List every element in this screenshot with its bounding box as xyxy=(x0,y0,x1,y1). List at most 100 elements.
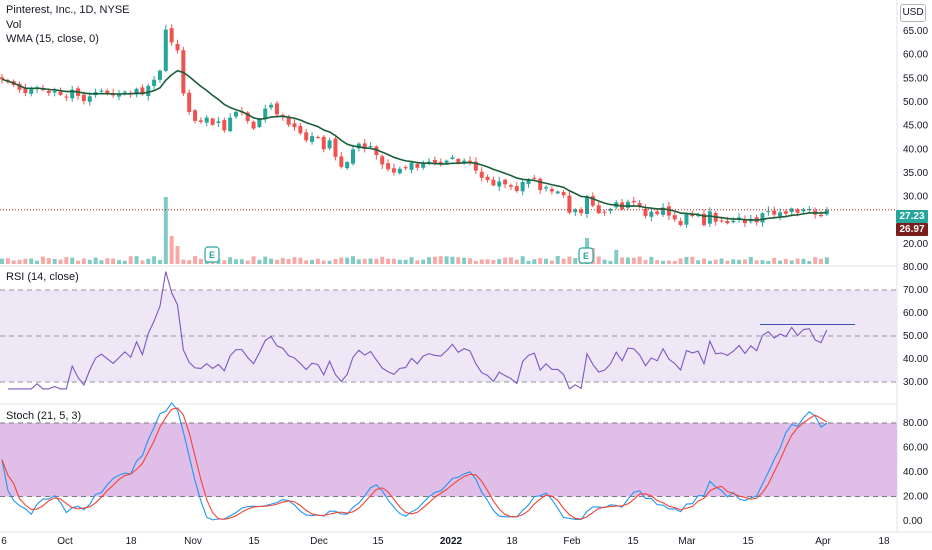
candle-body xyxy=(625,201,630,208)
volume-bar xyxy=(462,257,467,264)
price-axis-tick: 20.00 xyxy=(903,239,928,250)
volume-bar xyxy=(70,257,75,264)
time-axis-tick: 18 xyxy=(506,536,518,547)
candle-body xyxy=(824,209,829,215)
candle-body xyxy=(263,108,268,120)
volume-bar xyxy=(198,258,203,264)
volume-bar xyxy=(251,256,256,264)
volume-bar xyxy=(819,258,823,264)
currency-button[interactable]: USD xyxy=(900,4,926,22)
candle-body xyxy=(415,164,420,168)
rsi-legend: RSI (14, close) xyxy=(6,271,79,283)
candle-body xyxy=(801,209,806,212)
volume-bar xyxy=(5,258,10,264)
candle-body xyxy=(157,70,162,80)
candle-body xyxy=(391,168,396,173)
last-price-tag: 27.23 xyxy=(896,210,928,223)
candle-body xyxy=(362,143,367,149)
rsi-axis-tick: 80.00 xyxy=(903,262,928,273)
volume-bar xyxy=(351,256,355,264)
volume-bar xyxy=(742,259,747,264)
volume-bar xyxy=(35,260,40,264)
candle-body xyxy=(684,214,689,225)
candle-body xyxy=(163,29,168,71)
volume-bar xyxy=(754,260,759,264)
volume-bar xyxy=(561,258,566,264)
candle-body xyxy=(655,211,660,215)
time-axis-tick: 15 xyxy=(742,536,754,547)
volume-bar xyxy=(187,260,192,264)
candle-body xyxy=(403,167,408,169)
volume-bar xyxy=(421,259,426,264)
volume-bar xyxy=(356,259,361,264)
volume-bar xyxy=(608,260,613,264)
volume-bar xyxy=(140,260,145,264)
volume-bar xyxy=(245,260,250,264)
volume-bar xyxy=(122,260,127,264)
volume-bar xyxy=(520,256,525,264)
volume-bar xyxy=(795,258,800,264)
volume-bar xyxy=(725,260,730,264)
volume-bar xyxy=(684,256,689,264)
volume-bar xyxy=(368,258,373,264)
time-axis-tick: 2022 xyxy=(440,536,463,547)
volume-bar xyxy=(274,259,279,264)
candle-body xyxy=(585,196,589,215)
stoch-axis-tick: 40.00 xyxy=(903,467,928,478)
wma-price-tag: 26.97 xyxy=(896,223,928,236)
volume-bar xyxy=(333,258,338,264)
price-axis-tick: 60.00 xyxy=(903,50,928,61)
candle-body xyxy=(117,93,121,97)
stoch-d-line xyxy=(1,407,828,520)
volume-bar xyxy=(280,257,285,264)
candle-body xyxy=(222,120,227,131)
candle-body xyxy=(52,91,57,93)
volume-bar xyxy=(362,258,367,264)
volume-bar xyxy=(813,257,818,264)
stoch-legend: Stoch (21, 5, 3) xyxy=(6,410,82,422)
volume-bar xyxy=(339,257,344,264)
candle-body xyxy=(0,77,4,80)
price-axis-tick: 40.00 xyxy=(903,144,928,155)
volume-bar xyxy=(789,260,794,264)
volume-bar xyxy=(11,260,16,264)
candle-body xyxy=(175,43,180,51)
volume-bar xyxy=(473,260,478,264)
rsi-axis-tick: 50.00 xyxy=(903,331,928,342)
volume-bar xyxy=(479,259,484,264)
candle-body xyxy=(661,207,666,215)
stoch-axis-tick: 60.00 xyxy=(903,443,928,454)
volume-bar xyxy=(315,258,320,264)
volume-bar xyxy=(64,257,69,264)
candle-body xyxy=(169,28,174,43)
candle-body xyxy=(251,121,256,129)
volume-bar xyxy=(234,259,238,264)
candle-body xyxy=(122,91,127,93)
volume-bar xyxy=(807,260,812,264)
rsi-axis-tick: 60.00 xyxy=(903,308,928,319)
volume-bar xyxy=(58,259,63,264)
volume-bar xyxy=(374,258,379,264)
candle-body xyxy=(456,158,461,163)
candle-body xyxy=(742,219,747,224)
earnings-marker xyxy=(204,246,220,263)
candle-body xyxy=(397,168,402,174)
candle-body xyxy=(257,119,262,127)
volume-bar xyxy=(134,256,139,264)
candle-body xyxy=(631,200,636,203)
candle-body xyxy=(602,211,607,213)
volume-bar xyxy=(614,250,619,264)
volume-bar xyxy=(544,258,549,264)
candle-body xyxy=(672,215,677,220)
candle-body xyxy=(40,88,45,91)
volume-bar xyxy=(117,260,121,264)
candle-body xyxy=(140,87,145,95)
stoch-k-line xyxy=(1,401,828,521)
volume-bar xyxy=(391,258,396,264)
volume-bar xyxy=(310,259,315,264)
volume-bar xyxy=(257,259,262,264)
candle-body xyxy=(29,89,34,94)
volume-bar xyxy=(263,256,268,264)
